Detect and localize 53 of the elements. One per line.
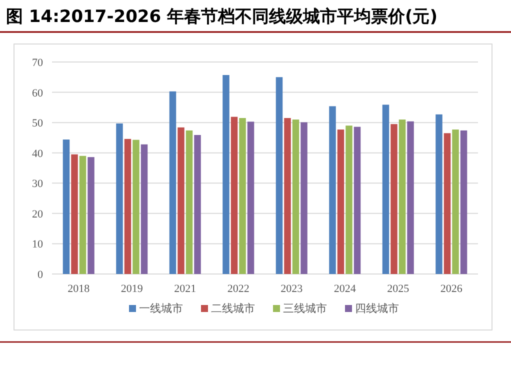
bar: [346, 126, 352, 274]
bar: [292, 120, 300, 274]
title: 图 14:2017-2026 年春节档不同线级城市平均票价(元): [6, 7, 438, 27]
x-tick-label: 2026: [440, 283, 463, 295]
bar: [407, 121, 414, 274]
bar: [276, 77, 283, 274]
y-tick-label: 0: [38, 269, 44, 281]
bar: [452, 130, 459, 274]
y-tick-label: 10: [32, 238, 44, 251]
legend-label: 三线城市: [283, 302, 327, 315]
bar: [116, 123, 123, 274]
bar: [140, 144, 148, 274]
bar: [88, 157, 94, 274]
x-tick-label: 2019: [120, 283, 144, 295]
y-tick-label: 20: [32, 208, 44, 220]
bar: [62, 140, 70, 274]
bar: [398, 120, 406, 274]
y-tick-label: 50: [32, 118, 44, 130]
bar: [124, 138, 132, 274]
y-tick-label: 30: [32, 178, 44, 190]
bar: [337, 130, 344, 274]
legend-label: 二线城市: [211, 302, 255, 315]
bar: [194, 134, 201, 274]
y-tick-label: 70: [32, 57, 44, 69]
bar: [300, 122, 308, 274]
y-tick-label: 40: [32, 148, 44, 160]
bar: [230, 116, 238, 274]
bar: [390, 124, 398, 274]
bar: [354, 126, 361, 274]
bar: [79, 156, 86, 274]
x-tick-label: 2024: [334, 283, 356, 295]
bar: [222, 75, 230, 274]
x-tick-label: 2025: [387, 283, 410, 295]
bar: [132, 140, 140, 274]
bar: [169, 91, 176, 274]
bar: [382, 104, 390, 274]
bar: [239, 118, 246, 274]
bar: [186, 130, 193, 274]
bar: [284, 118, 291, 274]
bar: [71, 154, 78, 274]
bar: [460, 130, 468, 274]
bar: [178, 127, 184, 274]
bar: [436, 114, 442, 274]
x-tick-label: 2021: [174, 283, 196, 295]
bar: [444, 133, 451, 274]
legend-label: 一线城市: [139, 302, 183, 315]
x-tick-label: 2023: [280, 283, 304, 295]
x-tick-label: 2018: [68, 283, 90, 295]
bar: [329, 106, 336, 274]
legend-label: 四线城市: [355, 302, 399, 315]
bar: [247, 122, 254, 274]
x-tick-label: 2022: [227, 283, 250, 295]
y-tick-label: 60: [32, 87, 44, 100]
